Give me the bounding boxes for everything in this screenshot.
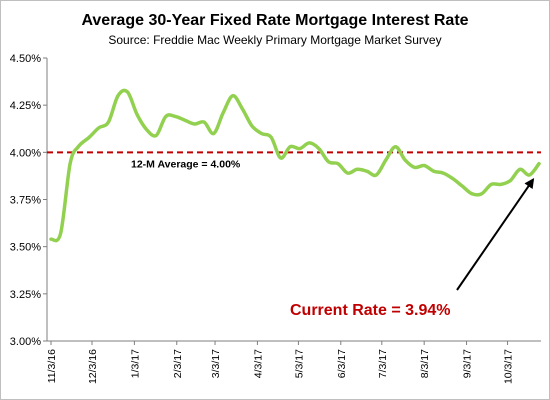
x-tick-label: 10/3/17: [503, 349, 515, 384]
x-tick-label: 4/3/17: [252, 349, 264, 378]
x-tick-label: 9/3/17: [462, 349, 474, 378]
x-tick-label: 1/3/17: [129, 349, 141, 378]
chart-subtitle: Source: Freddie Mac Weekly Primary Mortg…: [108, 33, 441, 47]
x-tick-label: 2/3/17: [172, 349, 184, 378]
y-tick-label: 3.50%: [10, 242, 41, 254]
x-axis-ticks: 11/3/16 12/3/16 1/3/17 2/3/17 3/3/17 4/3/17 5/…: [46, 341, 515, 384]
x-tick-label: 8/3/17: [419, 349, 431, 378]
x-tick-label: 7/3/17: [377, 349, 389, 378]
y-tick-label: 4.25%: [10, 100, 41, 112]
x-tick-label: 3/3/17: [210, 349, 222, 378]
y-tick-label: 3.00%: [10, 336, 41, 348]
chart-title: Average 30-Year Fixed Rate Mortgage Inte…: [81, 12, 468, 29]
y-tick-label: 3.75%: [10, 195, 41, 207]
callout-arrow: [456, 178, 535, 291]
x-tick-label: 6/3/17: [336, 349, 348, 378]
x-tick-label: 12/3/16: [87, 349, 99, 384]
x-tick-label: 11/3/16: [46, 349, 58, 383]
average-label: 12-M Average = 4.00%: [131, 158, 241, 170]
x-tick-label: 5/3/17: [293, 349, 305, 378]
y-tick-label: 4.00%: [10, 147, 41, 159]
y-tick-label: 4.50%: [10, 53, 41, 65]
series-line-mortgage-rate: [49, 88, 541, 243]
y-tick-label: 3.25%: [10, 289, 41, 301]
current-rate-callout: Current Rate = 3.94%: [290, 302, 451, 319]
y-axis-ticks: 3.00% 3.25% 3.50% 3.75% 4.00% 4.25% 4.50%: [10, 53, 47, 348]
